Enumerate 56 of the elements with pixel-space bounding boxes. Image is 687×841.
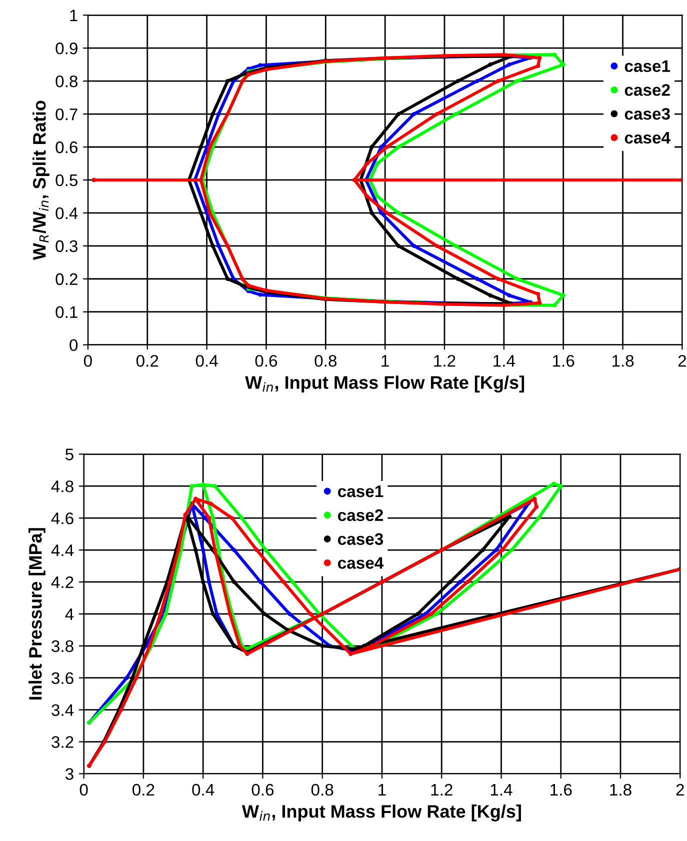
y-tick-label: 3.4 [52, 704, 74, 716]
y-tick-label: 1 [70, 10, 78, 22]
x-tick-label: 0.2 [136, 354, 158, 367]
x-tick-label: 0.8 [314, 354, 336, 367]
legend-label: case3 [624, 108, 670, 120]
legend-label: case2 [338, 509, 383, 522]
y-tick-label: 0.8 [56, 75, 78, 88]
x-tick-label: 0.6 [255, 354, 278, 367]
y-tick-label: 0 [70, 339, 78, 352]
x-tick-label: 0.8 [311, 784, 334, 796]
y-axis-title: Inlet Pressure [MPa] [28, 528, 46, 700]
y-tick-label: 4.2 [51, 576, 74, 588]
legend-label: case2 [624, 84, 670, 96]
x-tick-label: 1.8 [612, 354, 634, 367]
legend-label: case1 [624, 60, 670, 72]
x-tick-label: 1.4 [490, 784, 512, 796]
y-tick-label: 0.6 [56, 141, 78, 154]
x-tick-label: 1.6 [553, 354, 574, 367]
x-tick-label: 1.2 [434, 354, 456, 367]
x-tick-label: 1.4 [494, 355, 516, 367]
y-tick-label: 3.8 [52, 640, 74, 652]
y-tick-label: 3.6 [52, 672, 74, 684]
legend-label: case1 [338, 486, 384, 498]
x-tick-label: 2 [676, 784, 684, 796]
y-tick-label: 0.3 [56, 240, 78, 252]
y-tick-label: 0.7 [56, 108, 78, 120]
x-tick-label: 0.4 [196, 354, 218, 367]
legend-label: case3 [338, 533, 384, 545]
y-tick-label: 4.8 [51, 480, 74, 492]
x-tick-label: 2 [678, 354, 686, 367]
y-tick-label: 0.5 [56, 174, 78, 186]
legend-label: case4 [624, 132, 670, 144]
x-tick-label: 0.6 [252, 784, 274, 796]
x-tick-label: 0 [84, 354, 92, 367]
x-tick-label: 1.6 [550, 784, 572, 796]
legend-label: case4 [338, 557, 384, 569]
y-tick-label: 0.1 [56, 306, 78, 318]
y-tick-label: 4 [65, 608, 74, 620]
y-tick-label: 4.6 [51, 512, 74, 524]
y-tick-label: 5 [65, 448, 74, 460]
x-tick-label: 1 [378, 784, 386, 796]
y-tick-label: 4.4 [51, 544, 74, 556]
x-tick-label: 1 [382, 355, 389, 367]
x-axis-title: W$_{in}$, Input Mass Flow Rate [Kg/s] [245, 376, 524, 393]
y-tick-label: 3 [65, 768, 74, 780]
x-axis-title: W$_{in}$, Input Mass Flow Rate [Kg/s] [242, 804, 521, 822]
y-tick-label: 0.9 [56, 42, 78, 54]
x-tick-label: 1.2 [431, 784, 452, 796]
x-tick-label: 0.2 [132, 784, 154, 796]
y-tick-label: 0.2 [56, 273, 78, 286]
y-tick-label: 3.2 [52, 736, 74, 748]
x-tick-label: 0.4 [192, 784, 214, 796]
y-axis-title: W$_{R}$/W$_{in}$, Split Ratio [32, 100, 50, 260]
x-tick-label: 0 [80, 784, 88, 796]
x-tick-label: 1.8 [610, 784, 632, 796]
y-tick-label: 0.4 [56, 207, 78, 220]
